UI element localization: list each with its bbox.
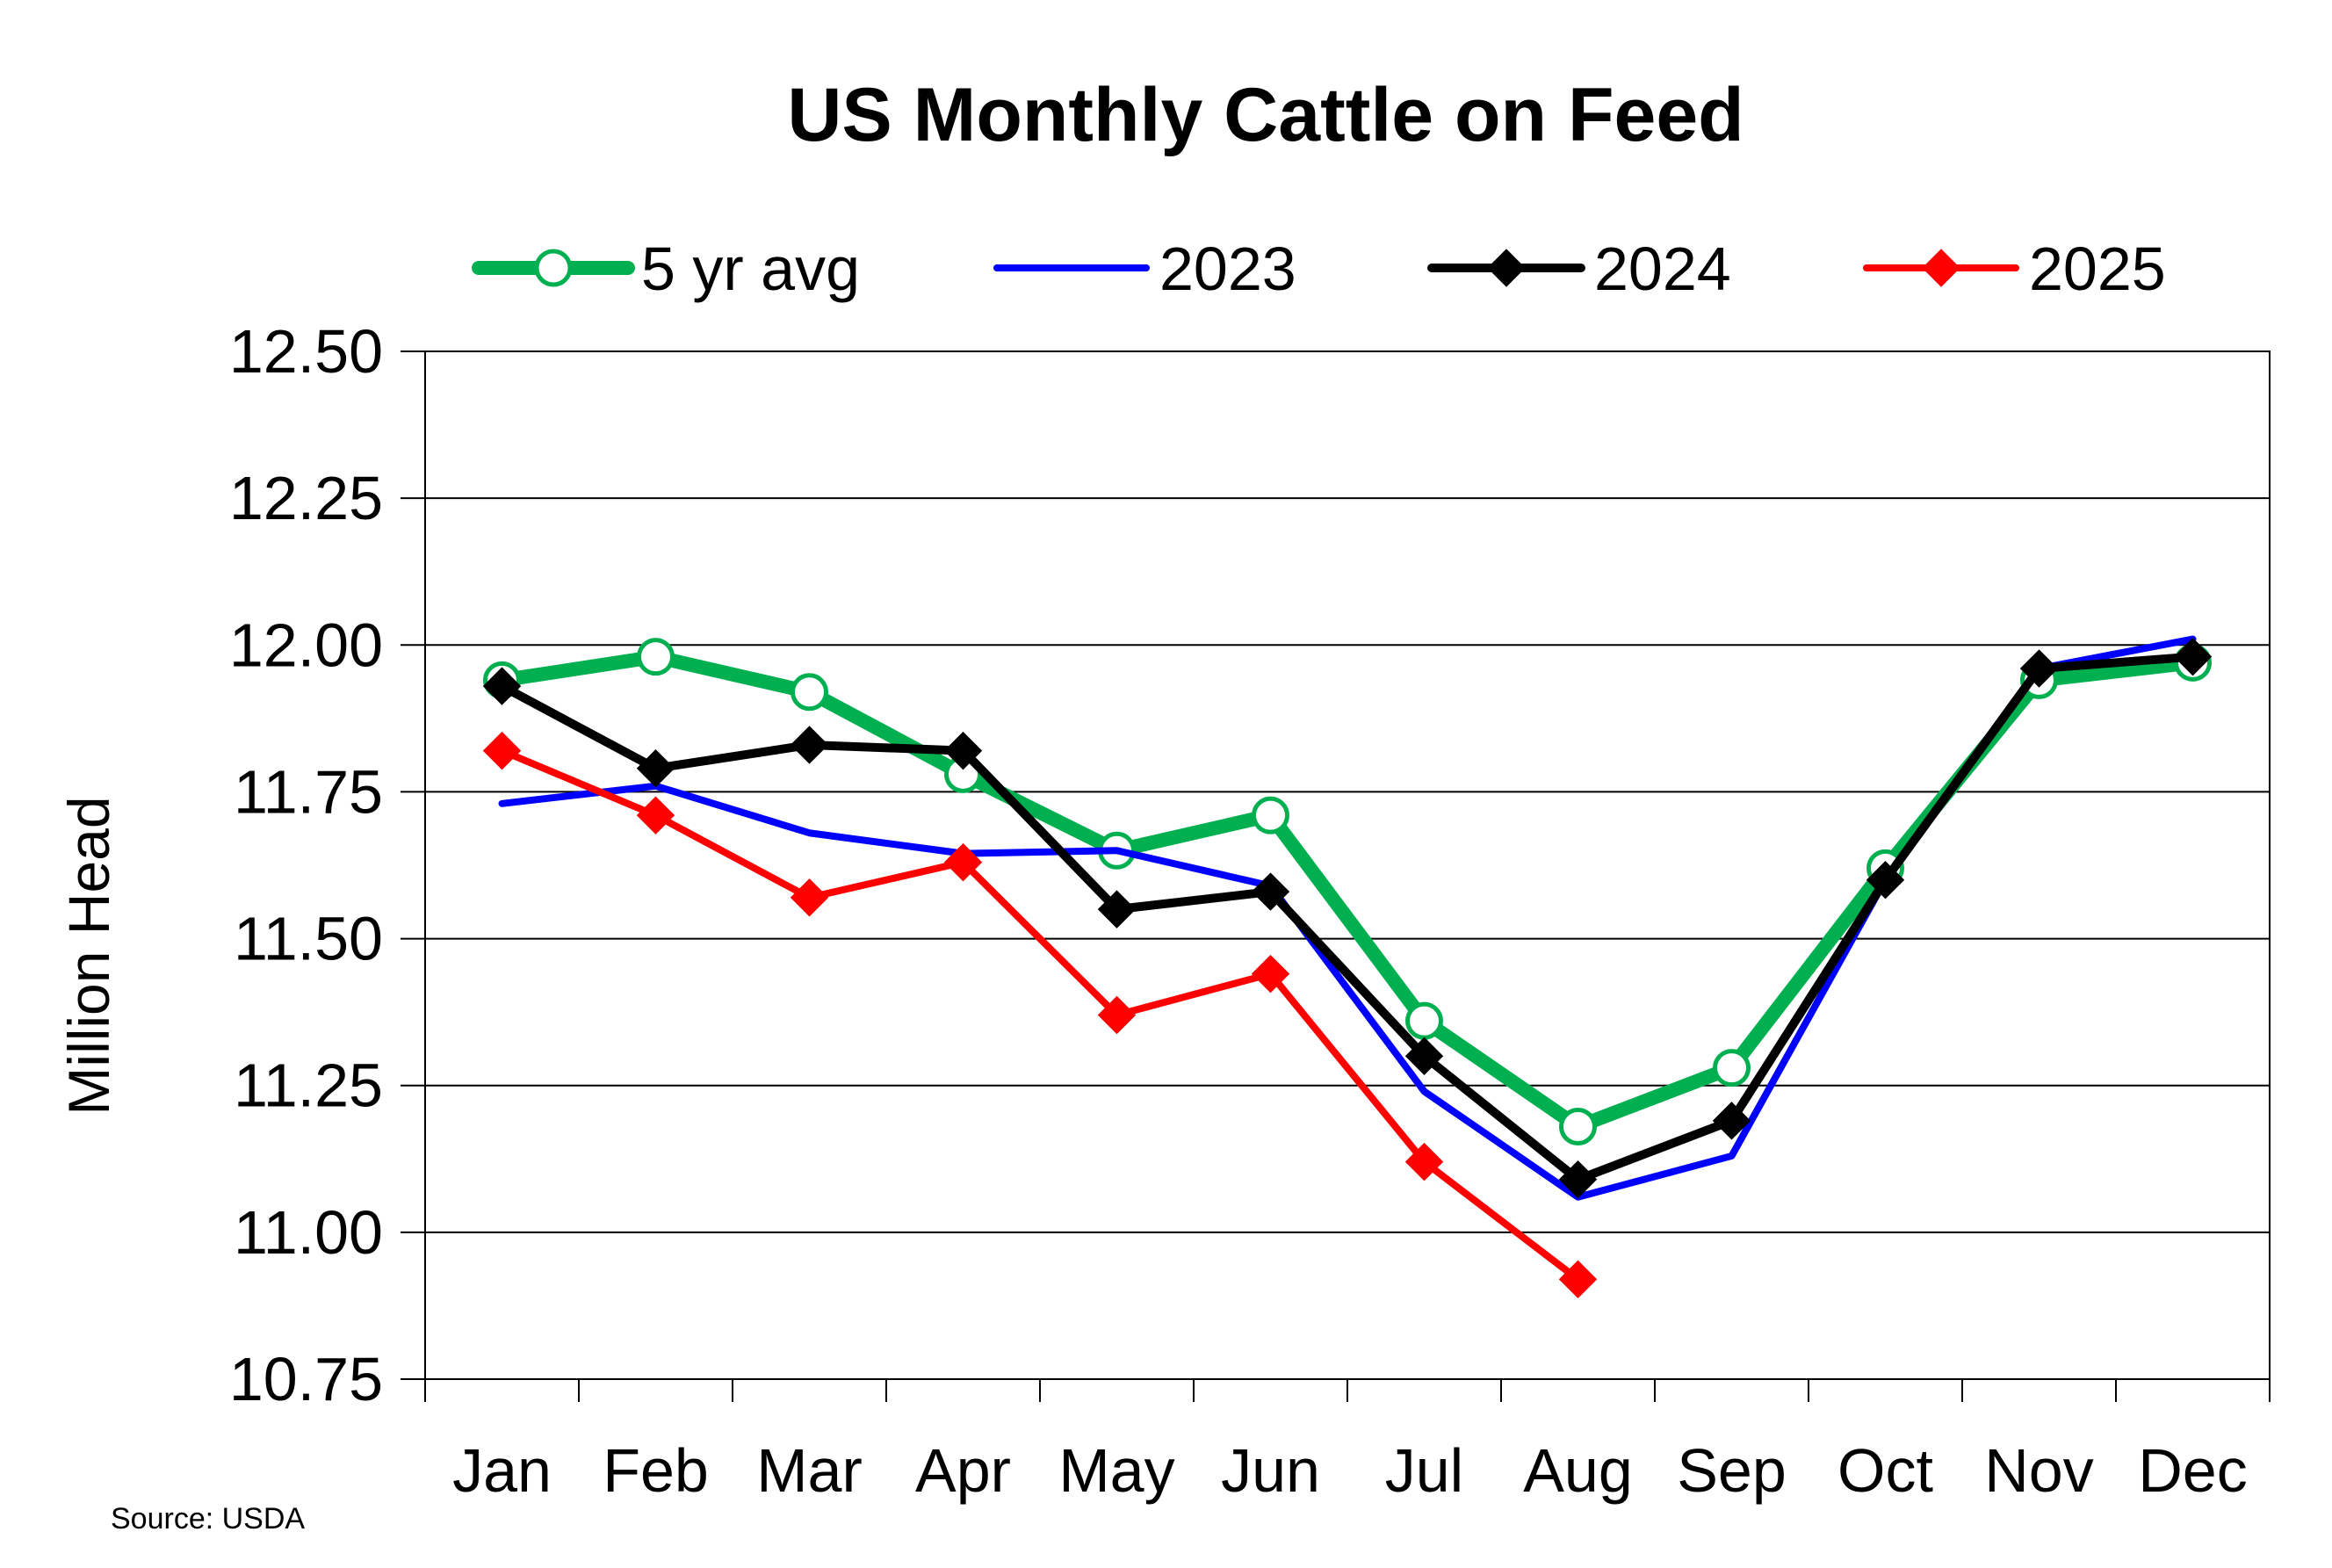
data-point-2024-dec: [2173, 637, 2213, 676]
series-line-2024: [497, 652, 2198, 1184]
data-point-2025-jan: [482, 731, 522, 770]
x-tick-label-oct: Oct: [1837, 1436, 1933, 1505]
data-point-5-yr-avg-mar: [791, 673, 828, 712]
data-point-2024-jun: [1251, 872, 1290, 911]
legend-item-2024: 2024: [1427, 235, 1731, 303]
data-point-2024-jan: [482, 667, 522, 705]
legend-item-2025: 2025: [1863, 235, 2166, 303]
data-point-2025-aug: [1558, 1260, 1598, 1299]
chart-title: US Monthly Cattle on Feed: [787, 73, 1744, 157]
x-tick-label-jun: Jun: [1221, 1436, 1320, 1505]
legend-swatch-marker: [534, 249, 573, 287]
x-tick-label-feb: Feb: [603, 1436, 709, 1505]
x-tick-label-nov: Nov: [1984, 1436, 2093, 1505]
legend-item-5-yr-avg: 5 yr avg: [472, 235, 860, 303]
legend-label: 2025: [2029, 235, 2166, 303]
legend-label: 2023: [1159, 235, 1296, 303]
series-2024: [482, 637, 2213, 1199]
y-tick-label-6: 12.25: [229, 464, 383, 532]
data-point-2025-apr: [943, 842, 983, 882]
series-line-2025: [498, 747, 1582, 1283]
series-group: [482, 635, 2213, 1299]
data-point-2025-mar: [790, 878, 829, 917]
data-point-5-yr-avg-jul: [1405, 1001, 1443, 1040]
y-axis-label: Million Head: [56, 796, 121, 1115]
y-tick-label-0: 10.75: [229, 1345, 383, 1413]
x-tick-label-apr: Apr: [915, 1436, 1011, 1505]
series-2025: [482, 731, 1598, 1299]
data-point-5-yr-avg-aug: [1559, 1108, 1597, 1146]
legend-swatch-marker: [1922, 249, 1960, 287]
x-tick-label-jul: Jul: [1385, 1436, 1463, 1505]
source-note: Source: USDA: [111, 1502, 305, 1535]
data-point-2024-aug: [1558, 1160, 1598, 1199]
y-tick-label-2: 11.25: [234, 1051, 383, 1120]
x-tick-label-mar: Mar: [756, 1436, 863, 1505]
data-point-2024-mar: [790, 726, 829, 764]
x-tick-label-aug: Aug: [1523, 1436, 1633, 1505]
x-tick-label-jan: Jan: [452, 1436, 552, 1505]
data-point-2024-may: [1097, 890, 1137, 929]
data-point-2024-apr: [943, 731, 983, 770]
data-point-2024-sep: [1712, 1102, 1751, 1140]
data-point-2024-nov: [2019, 649, 2059, 688]
legend-label: 5 yr avg: [641, 235, 860, 303]
data-point-2025-jul: [1404, 1142, 1444, 1181]
x-axis-ticks: Jan Feb Mar Apr May Jun Jul Aug Sep Oct Nov Dec: [424, 1379, 2271, 1505]
data-point-5-yr-avg-sep: [1713, 1049, 1751, 1087]
legend-swatch-marker: [1487, 249, 1526, 287]
legend-label: 2024: [1594, 235, 1731, 303]
y-tick-label-4: 11.75: [234, 757, 383, 826]
data-point-5-yr-avg-jun: [1252, 796, 1289, 835]
x-tick-label-dec: Dec: [2138, 1436, 2247, 1505]
data-point-2024-oct: [1866, 861, 1905, 900]
y-tick-label-1: 11.00: [234, 1198, 383, 1267]
x-tick-label-sep: Sep: [1677, 1436, 1787, 1505]
data-point-2024-jul: [1404, 1037, 1444, 1075]
data-point-5-yr-avg-feb: [637, 638, 675, 676]
y-tick-label-7: 12.50: [229, 317, 383, 386]
legend-item-2023: 2023: [993, 235, 1296, 303]
x-tick-label-may: May: [1058, 1436, 1174, 1505]
series-line-5-yr-avg: [495, 649, 2200, 1134]
legend: 5 yr avg 2023 2024 2025: [472, 235, 2166, 303]
y-tick-label-5: 12.00: [229, 611, 383, 679]
data-point-2025-feb: [636, 796, 675, 835]
data-point-2025-jun: [1251, 954, 1290, 994]
y-tick-label-3: 11.50: [234, 905, 383, 973]
y-axis-ticks: 10.75 11.00 11.25 11.50 11.75 12.00 12.25 12.50: [229, 317, 425, 1413]
data-point-2025-may: [1097, 995, 1137, 1035]
data-point-2024-feb: [636, 748, 675, 788]
